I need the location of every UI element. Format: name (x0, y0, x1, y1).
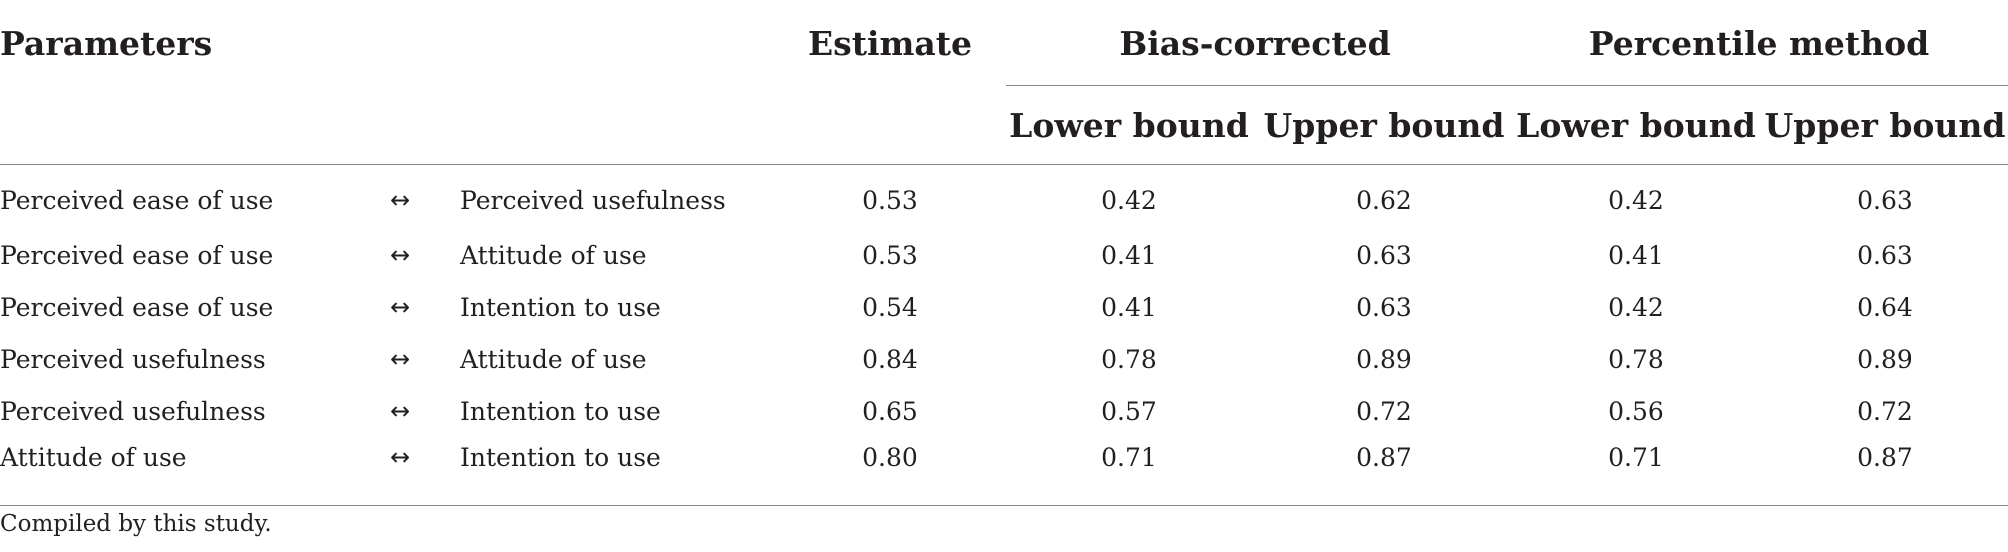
table-body: Perceived ease of use ↔ Perceived useful… (0, 165, 2008, 506)
table-row: Perceived usefulness ↔ Intention to use … (0, 385, 2008, 437)
header-estimate: Estimate (807, 23, 973, 63)
cell-to: Intention to use (460, 292, 661, 322)
cell-pm-lower: 0.42 (1608, 292, 1664, 322)
cell-from: Perceived ease of use (0, 292, 274, 322)
cell-to: Intention to use (460, 396, 661, 426)
cell-bc-upper: 0.89 (1356, 344, 1412, 374)
table-row: Perceived ease of use ↔ Perceived useful… (0, 165, 2008, 230)
cell-bc-upper: 0.62 (1356, 185, 1412, 215)
cell-pm-upper: 0.72 (1857, 396, 1913, 426)
cell-pm-upper: 0.89 (1857, 344, 1913, 374)
cell-estimate: 0.53 (862, 185, 918, 215)
cell-bc-lower: 0.71 (1000, 437, 1258, 506)
header-row-1: Parameters Estimate Bias-corrected Perce… (0, 0, 2008, 86)
cell-pm-upper: 0.63 (1857, 185, 1913, 215)
cell-estimate: 0.54 (862, 292, 918, 322)
table-row: Attitude of use ↔ Intention to use 0.80 … (0, 437, 2008, 506)
header-bias-corrected: Bias-corrected (1000, 0, 1510, 86)
cell-estimate: 0.80 (780, 437, 1000, 506)
cell-pm-lower: 0.56 (1608, 396, 1664, 426)
cell-estimate: 0.65 (862, 396, 918, 426)
cell-pm-upper: 0.64 (1857, 292, 1913, 322)
table-header: Parameters Estimate Bias-corrected Perce… (0, 0, 2008, 165)
cell-from: Perceived usefulness (0, 396, 266, 426)
table-footnote: Compiled by this study. (0, 511, 272, 537)
double-arrow-icon: ↔ (390, 241, 411, 269)
double-arrow-icon: ↔ (390, 293, 411, 321)
cell-to: Attitude of use (460, 344, 647, 374)
cell-estimate: 0.84 (862, 344, 918, 374)
cell-bc-lower: 0.57 (1101, 396, 1157, 426)
bootstrap-correlation-table: Parameters Estimate Bias-corrected Perce… (0, 0, 2008, 506)
cell-to: Perceived usefulness (460, 185, 726, 215)
header-bc-lower-bound: Lower bound (1000, 86, 1258, 165)
cell-pm-upper: 0.87 (1762, 437, 2008, 506)
table-row: Perceived usefulness ↔ Attitude of use 0… (0, 333, 2008, 385)
header-bc-upper-bound: Upper bound (1258, 86, 1510, 165)
cell-to: Attitude of use (460, 240, 647, 270)
cell-bc-lower: 0.41 (1101, 292, 1157, 322)
cell-pm-lower: 0.41 (1608, 240, 1664, 270)
cell-bc-upper: 0.63 (1356, 292, 1412, 322)
header-parameters: Parameters (0, 23, 213, 63)
header-pm-lower-bound: Lower bound (1510, 86, 1762, 165)
cell-from: Attitude of use (0, 437, 350, 506)
header-row-2: Lower bound Upper bound Lower bound Uppe… (0, 86, 2008, 165)
header-spacer (0, 86, 1000, 165)
double-arrow-icon: ↔ (390, 186, 411, 214)
cell-pm-lower: 0.42 (1608, 185, 1664, 215)
cell-to: Intention to use (460, 437, 780, 506)
cell-bc-upper: 0.72 (1356, 396, 1412, 426)
double-arrow-icon: ↔ (350, 437, 460, 506)
table-row: Perceived ease of use ↔ Intention to use… (0, 281, 2008, 333)
double-arrow-icon: ↔ (390, 345, 411, 373)
cell-pm-upper: 0.63 (1857, 240, 1913, 270)
cell-estimate: 0.53 (862, 240, 918, 270)
cell-bc-lower: 0.42 (1101, 185, 1157, 215)
header-percentile-method: Percentile method (1510, 0, 2008, 86)
cell-from: Perceived usefulness (0, 344, 266, 374)
header-pm-upper-bound: Upper bound (1762, 86, 2008, 165)
double-arrow-icon: ↔ (390, 397, 411, 425)
cell-from: Perceived ease of use (0, 240, 274, 270)
table-row: Perceived ease of use ↔ Attitude of use … (0, 229, 2008, 281)
cell-bc-upper: 0.87 (1258, 437, 1510, 506)
cell-bc-lower: 0.41 (1101, 240, 1157, 270)
cell-pm-lower: 0.71 (1510, 437, 1762, 506)
cell-from: Perceived ease of use (0, 185, 274, 215)
cell-pm-lower: 0.78 (1608, 344, 1664, 374)
cell-bc-lower: 0.78 (1101, 344, 1157, 374)
cell-bc-upper: 0.63 (1356, 240, 1412, 270)
